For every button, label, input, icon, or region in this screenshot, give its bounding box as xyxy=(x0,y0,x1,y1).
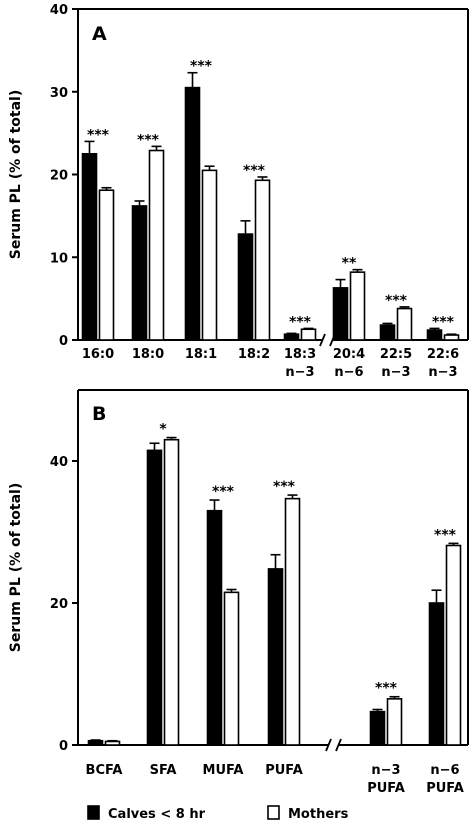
bar-mothers xyxy=(98,189,115,341)
significance-label: *** xyxy=(190,59,213,75)
bar-mothers xyxy=(104,740,121,746)
x-tick-label: n−3 xyxy=(381,365,410,380)
bar-mothers xyxy=(284,497,301,746)
bar-mothers xyxy=(445,544,462,746)
x-tick-label: 18:3 xyxy=(284,347,316,362)
bar-calves xyxy=(81,153,98,341)
significance-label: *** xyxy=(385,293,408,309)
legend-label-mothers: Mothers xyxy=(288,807,349,822)
x-tick-label: PUFA xyxy=(367,781,405,796)
legend-label-calves: Calves < 8 hr xyxy=(108,807,206,822)
bar-mothers xyxy=(300,328,317,341)
x-tick-label: PUFA xyxy=(265,763,303,778)
x-tick-label: n−3 xyxy=(285,365,314,380)
y-tick-label: 30 xyxy=(50,86,68,101)
bar-calves xyxy=(283,333,300,341)
significance-label: *** xyxy=(289,314,312,330)
x-tick-label: 20:4 xyxy=(333,347,365,362)
bar-mothers xyxy=(201,169,218,341)
y-tick-label: 40 xyxy=(50,3,68,18)
x-tick-label: 22:6 xyxy=(427,347,459,362)
x-tick-label: n−3 xyxy=(428,365,457,380)
x-tick-label: n−6 xyxy=(334,365,363,380)
significance-label: *** xyxy=(243,163,266,179)
bar-calves xyxy=(369,710,386,746)
y-tick-label: 10 xyxy=(50,251,68,266)
bar-calves xyxy=(379,324,396,341)
significance-label: *** xyxy=(432,314,455,330)
bar-calves xyxy=(332,287,349,341)
x-tick-label: SFA xyxy=(150,763,177,778)
x-tick-label: MUFA xyxy=(203,763,244,778)
bar-calves xyxy=(267,568,284,746)
axis-break-mark xyxy=(335,738,342,752)
axis-break-mark xyxy=(325,738,332,752)
x-tick-label: BCFA xyxy=(86,763,123,778)
x-tick-label: n−3 xyxy=(371,763,400,778)
bar-mothers xyxy=(443,334,460,341)
bar-calves xyxy=(206,509,223,746)
bar-calves xyxy=(131,205,148,341)
bar-mothers xyxy=(349,271,366,341)
axis-break-mark xyxy=(319,333,326,347)
x-tick-label: 16:0 xyxy=(82,347,114,362)
significance-label: *** xyxy=(375,681,398,697)
legend-swatch-calves xyxy=(87,805,100,820)
significance-label: *** xyxy=(273,479,296,495)
y-axis-label: Serum PL (% of total) xyxy=(8,483,24,653)
bar-calves xyxy=(87,739,104,746)
significance-label: *** xyxy=(212,484,235,500)
y-tick-label: 40 xyxy=(50,455,68,470)
x-tick-label: PUFA xyxy=(426,781,464,796)
x-tick-label: 22:5 xyxy=(380,347,412,362)
panel-label: B xyxy=(92,403,106,425)
legend-swatch-mothers xyxy=(267,805,280,820)
bar-mothers xyxy=(386,698,403,746)
bar-mothers xyxy=(254,179,271,341)
significance-label: *** xyxy=(87,127,110,143)
panel-label: A xyxy=(92,23,107,45)
y-tick-label: 0 xyxy=(59,334,68,349)
x-tick-label: 18:1 xyxy=(185,347,217,362)
bar-calves xyxy=(146,449,163,746)
bar-calves xyxy=(237,233,254,341)
y-tick-label: 20 xyxy=(50,597,68,612)
significance-label: *** xyxy=(137,132,160,148)
bar-mothers xyxy=(223,591,240,746)
y-axis-label: Serum PL (% of total) xyxy=(8,90,24,260)
bar-mothers xyxy=(148,149,165,341)
y-tick-label: 20 xyxy=(50,169,68,184)
significance-label: ** xyxy=(342,256,357,272)
bar-mothers xyxy=(163,438,180,746)
bar-calves xyxy=(426,329,443,341)
y-tick-label: 0 xyxy=(59,739,68,754)
bar-calves xyxy=(428,602,445,746)
x-tick-label: 18:0 xyxy=(132,347,164,362)
x-tick-label: 18:2 xyxy=(238,347,270,362)
bar-mothers xyxy=(396,307,413,341)
bar-calves xyxy=(184,86,201,341)
significance-label: *** xyxy=(434,527,457,543)
significance-label: * xyxy=(159,422,167,438)
x-tick-label: n−6 xyxy=(430,763,459,778)
